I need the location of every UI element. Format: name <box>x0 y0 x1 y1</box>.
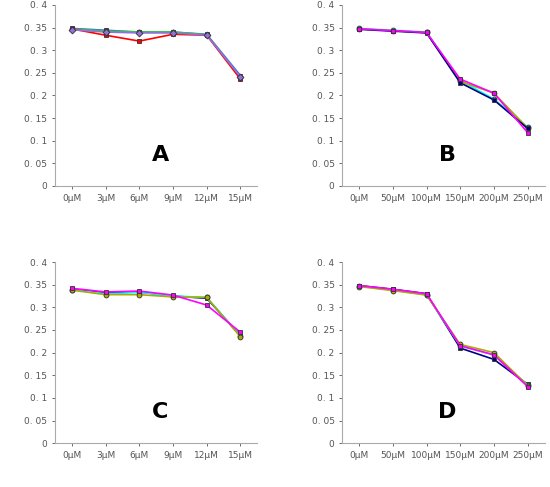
Text: A: A <box>152 145 169 165</box>
Text: B: B <box>439 145 456 165</box>
Text: C: C <box>152 402 168 422</box>
Text: D: D <box>438 402 456 422</box>
